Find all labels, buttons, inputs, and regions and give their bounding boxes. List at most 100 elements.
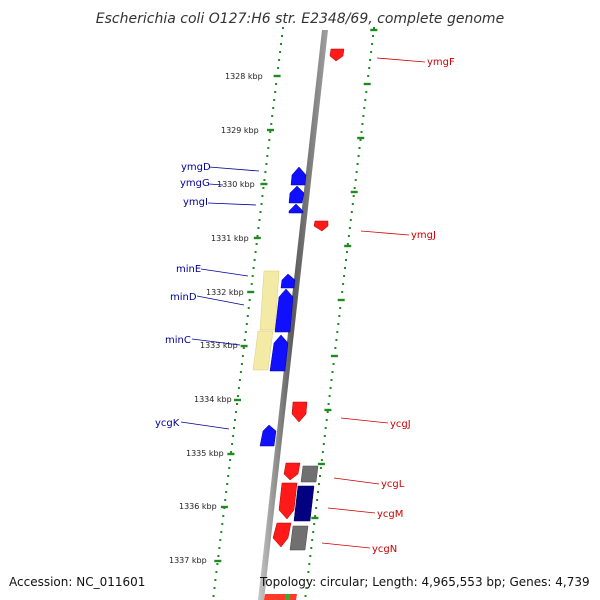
gene-arrow-minD[interactable] [274,288,294,333]
tick-dot [331,371,334,373]
gene-label-ycgK[interactable]: ycgK [155,418,180,429]
tick-dot [352,195,355,197]
gene-label-minC[interactable]: minC [165,335,191,346]
tick-dot [221,523,224,525]
gene-label-ycgM[interactable]: ycgM [377,509,403,520]
tick-dot [245,323,248,325]
kbp-label: 1328 kbp [225,72,263,81]
gene-arrow-minE[interactable] [280,273,296,289]
tick-dot [350,211,353,213]
tick-dot [243,339,246,341]
tick-dot [222,515,225,517]
tick-dot [258,219,261,221]
tick-dot [368,67,371,69]
gene-arrow-ycgL[interactable] [283,462,301,481]
gene-label-ymgD[interactable]: ymgD [181,162,211,173]
tick-dot [360,131,363,133]
tick-dot [324,427,327,429]
tick-dot [306,579,309,581]
tick-dot [341,291,344,293]
gene-arrow-minC[interactable] [269,334,289,372]
tick-dot [236,403,238,405]
tick-dot [282,27,284,29]
tick-dot [244,331,247,333]
kbp-label: 1330 kbp [217,180,255,189]
tick-dot [348,227,351,229]
kbp-label: 1337 kbp [169,556,207,565]
tick-dot [279,51,282,53]
tick-dot [355,171,358,173]
tick-major [357,136,365,140]
kbp-scale: 1328 kbp 1329 kbp 1330 kbp 1331 kbp 1332… [169,72,263,565]
tick-major [350,190,358,194]
genome-summary-text: Topology: circular; Length: 4,965,553 bp… [259,575,590,589]
tick-dot [215,571,218,573]
gene-arrow-ymgG[interactable] [288,185,305,204]
tick-dot [217,555,220,557]
gene-label-ymgI[interactable]: ymgI [183,197,208,208]
forward-strand-ticks [304,27,378,597]
tick-dot [238,379,241,381]
tick-major [317,462,325,466]
gene-arrow-ymgI[interactable] [288,203,304,214]
tick-dot [369,59,372,61]
tick-dot [234,419,236,421]
tick-dot [362,115,365,117]
tick-dot [251,275,254,277]
gene-label-ycgL[interactable]: ycgL [381,479,405,490]
gene-box-dark[interactable] [293,485,315,522]
tick-dot [252,267,255,269]
gene-arrow-ymgF[interactable] [329,48,345,62]
tick-dot [237,387,240,389]
tick-dot [315,507,318,509]
tick-dot [273,99,276,101]
tick-dot [356,163,359,165]
tick-dot [253,259,256,261]
tick-dot [335,339,338,341]
gene-arrow-ycgJ[interactable] [291,401,308,423]
kbp-label: 1336 kbp [179,502,217,511]
tick-dot [337,323,340,325]
tick-dot [330,379,333,381]
gene-label-ymgJ[interactable]: ymgJ [411,230,436,241]
tick-dot [370,51,373,53]
gene-label-minE[interactable]: minE [176,264,201,275]
gene-arrow-ycgK[interactable] [259,424,277,447]
gene-label-ymgG[interactable]: ymgG [180,178,210,189]
gene-label-minD[interactable]: minD [170,292,197,303]
gene-label-ymgF[interactable]: ymgF [427,57,455,68]
gene-arrow-ycgM[interactable] [278,482,298,520]
tick-dot [320,459,323,461]
tick-dot [357,155,360,157]
tick-dot [229,459,232,461]
gene-features [259,48,345,600]
gene-label-ycgN[interactable]: ycgN [372,544,397,555]
gene-arrow-ymgD[interactable] [290,166,307,186]
gene-fragment-bottom [264,594,297,600]
tick-dot [338,315,341,317]
tick-dot [353,187,356,189]
gene-box-grey-1[interactable] [300,465,319,483]
kbp-label: 1334 kbp [194,395,232,404]
gene-arrow-ycgN[interactable] [272,522,292,548]
kbp-label: 1331 kbp [211,234,249,243]
operon-highlight [252,270,280,371]
reverse-gene-labels: ymgD ymgG ymgI minE minD minC ycgK [155,162,260,430]
tick-major [260,182,268,186]
tick-dot [218,547,221,549]
tick-major [370,28,378,32]
tick-dot [345,259,347,261]
tick-dot [307,571,310,573]
tick-dot [268,139,271,141]
tick-dot [346,251,348,253]
tick-dot [371,43,374,45]
gene-box-grey-2[interactable] [289,525,309,551]
gene-label-ycgJ[interactable]: ycgJ [390,419,411,430]
kbp-label: 1335 kbp [186,449,224,458]
tick-dot [265,163,268,165]
tick-dot [213,587,216,589]
tick-dot [346,243,349,245]
gene-arrow-ymgJ[interactable] [313,220,329,232]
tick-dot [327,403,330,405]
